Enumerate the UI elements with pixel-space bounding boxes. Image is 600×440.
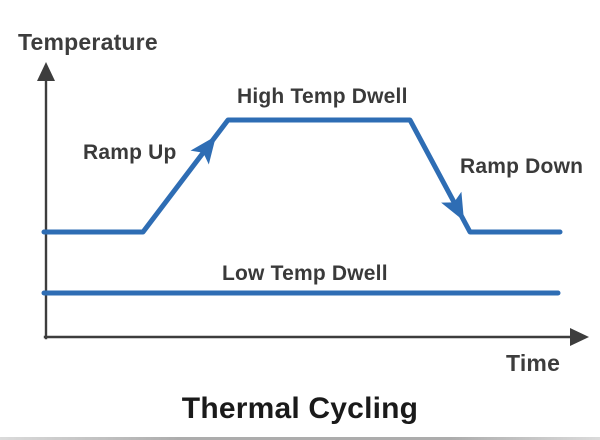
cycle-profile-line	[41, 117, 563, 235]
ramp-up-arrow-icon	[190, 136, 216, 165]
diagram-title: Thermal Cycling	[181, 392, 419, 425]
low-temp-dwell-label: Low Temp Dwell	[222, 262, 388, 285]
bottom-edge-artifact	[0, 437, 600, 440]
y-axis-arrowhead-icon	[37, 62, 55, 81]
y-axis-label: Temperature	[18, 29, 158, 55]
x-axis-arrowhead-icon	[570, 328, 589, 346]
high-temp-dwell-label: High Temp Dwell	[237, 85, 408, 108]
ramp-up-label: Ramp Up	[83, 141, 177, 164]
ramp-down-arrow-icon	[441, 191, 464, 221]
ramp-down-label: Ramp Down	[460, 155, 584, 178]
x-axis-label: Time	[506, 350, 561, 376]
